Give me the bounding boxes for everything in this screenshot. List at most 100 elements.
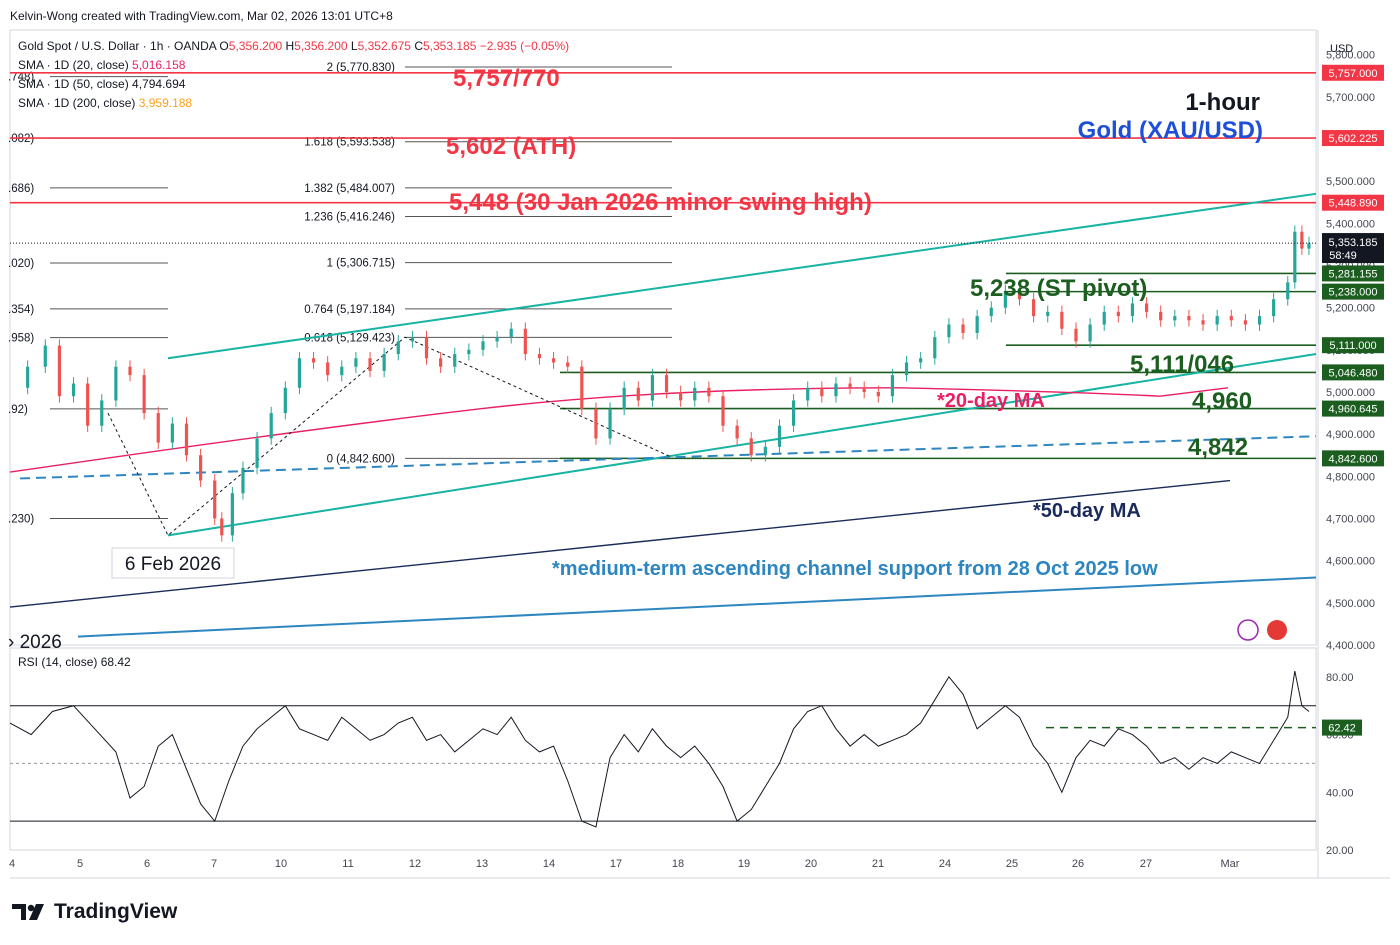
x-tick-label: 18 — [672, 858, 684, 870]
candle-body — [622, 387, 626, 409]
candle-body — [1173, 316, 1177, 321]
left-fib-label: .354) — [8, 304, 34, 316]
countdown-tag: 58:49 — [1329, 250, 1357, 262]
x-tick-label: 5 — [77, 858, 83, 870]
price-tag-bg — [1322, 450, 1384, 467]
candle-body — [537, 354, 542, 359]
rsi-support-tag: 62.42 — [1328, 723, 1356, 735]
y-tick-label: 4,800.000 — [1326, 471, 1375, 483]
y-tick-label: 5,700.000 — [1326, 92, 1375, 104]
candle-body — [156, 413, 160, 443]
candle-body — [792, 400, 796, 426]
candle-body — [1116, 311, 1120, 317]
candle-body — [777, 425, 782, 447]
sma50-legend[interactable]: SMA · 1D (50, close) 4,794.694 — [18, 77, 186, 91]
created-by-text: Kelvin-Wong created with TradingView.com… — [10, 9, 393, 23]
y-tick-label: 4,900.000 — [1326, 429, 1375, 441]
x-tick-label: 10 — [275, 858, 287, 870]
candle-body — [693, 387, 697, 401]
price-tag-bg — [1322, 283, 1384, 300]
fib-label: 1.618 (5,593.538) — [304, 137, 395, 149]
price-tag-text: 5,448.890 — [1329, 198, 1378, 210]
candle-body — [1032, 299, 1036, 317]
candle-body — [1229, 316, 1233, 321]
candle-body — [297, 358, 302, 388]
x-tick-label: 17 — [610, 858, 622, 870]
level-annotation: 5,757/770 — [453, 65, 560, 92]
candle-body — [1293, 231, 1297, 283]
candle-body — [707, 387, 711, 397]
sma200-legend[interactable]: SMA · 1D (200, close) 3,959.188 — [18, 96, 193, 110]
symbol-legend: Gold Spot / U.S. Dollar · 1h · OANDA O5,… — [18, 39, 570, 53]
level-annotation: 5,448 (30 Jan 2026 minor swing high) — [449, 189, 872, 216]
candle-body — [1243, 320, 1248, 325]
candle-body — [467, 349, 471, 355]
candle-body — [368, 358, 372, 371]
candle-body — [269, 413, 273, 439]
price-tag-bg — [1322, 265, 1384, 282]
fib-label: 0 (4,842.600) — [327, 453, 396, 465]
rsi-legend[interactable]: RSI (14, close) 68.42 — [18, 655, 131, 669]
sma200-value: 3,959.188 — [138, 96, 193, 110]
left-fib-label: .082) — [8, 133, 34, 145]
candle-body — [721, 396, 725, 426]
candle-body — [904, 362, 909, 376]
price-tag-text: 5,757.000 — [1329, 68, 1378, 80]
y-tick-label: 5,500.000 — [1326, 176, 1375, 188]
x-tick-label: 27 — [1140, 858, 1152, 870]
candle-body — [26, 366, 30, 388]
candle-body — [86, 383, 90, 426]
current-price-tag: 5,353.185 — [1329, 237, 1378, 249]
candle-body — [340, 366, 344, 376]
price-tag-text: 4,842.600 — [1329, 453, 1378, 465]
ma20-annotation: *20-day MA — [937, 390, 1045, 412]
left-fib-label: .686) — [8, 183, 34, 195]
candle-body — [481, 341, 485, 350]
price-tag-text: 5,238.000 — [1329, 287, 1378, 299]
ohlc-change: −2.935 (−0.05%) — [479, 39, 570, 53]
tradingview-logo[interactable]: TradingView — [12, 900, 177, 924]
ohlc-low: 5,352.675 — [357, 39, 411, 53]
candle-body — [763, 446, 767, 456]
sma20-legend[interactable]: SMA · 1D (20, close) 5,016.158 — [18, 58, 186, 72]
candle-body — [551, 358, 556, 363]
rsi-value: 68.42 — [100, 655, 131, 669]
sma50-value: 4,794.694 — [132, 77, 186, 91]
candle-body — [326, 362, 330, 376]
candle-body — [947, 324, 951, 338]
left-fib-label: .92) — [8, 404, 28, 416]
price-tag-text: 5,111.000 — [1329, 340, 1376, 352]
rsi-tick-label: 80.00 — [1326, 672, 1354, 684]
candle-body — [1130, 303, 1135, 317]
left-fib-label: .958) — [8, 333, 34, 345]
x-tick-label: 11 — [342, 858, 353, 870]
candle-body — [1286, 282, 1290, 300]
title-timeframe: 1-hour — [1185, 89, 1260, 116]
price-tag-bg — [1322, 400, 1384, 417]
candle-body — [650, 375, 655, 401]
candle-body — [679, 391, 683, 401]
candle-body — [1307, 243, 1311, 249]
candle-body — [220, 518, 224, 536]
candle-body — [100, 400, 104, 426]
symbol-name: Gold Spot / U.S. Dollar · 1h · OANDA — [18, 39, 217, 53]
x-tick-label: 7 — [211, 858, 217, 870]
candle-body — [1159, 311, 1163, 321]
candle-body — [255, 438, 259, 468]
fib-label: 1.382 (5,484.007) — [304, 183, 395, 195]
rsi-tick-label: 40.00 — [1326, 787, 1354, 799]
rsi-support-tag-bg — [1322, 719, 1362, 736]
price-tag-bg — [1322, 337, 1384, 354]
candle-body — [1074, 328, 1078, 342]
candle-body — [354, 358, 358, 367]
candle-body — [933, 337, 937, 359]
dashed-trend-line — [19, 435, 1317, 480]
fib-zigzag-line — [107, 336, 673, 537]
x-tick-label: 20 — [805, 858, 817, 870]
candle-body — [1088, 324, 1092, 342]
level-annotation: 5,602 (ATH) — [446, 133, 576, 160]
left-fib-label: .748) — [8, 72, 34, 84]
candle-body — [890, 375, 895, 397]
